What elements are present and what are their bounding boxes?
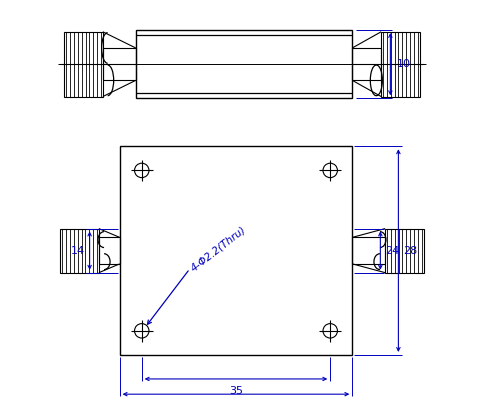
Bar: [136, 30, 352, 98]
Bar: [385, 229, 424, 273]
Text: 14: 14: [71, 246, 85, 255]
Bar: [64, 32, 103, 97]
Bar: [352, 237, 385, 264]
Text: 4-Φ2.2(Thru): 4-Φ2.2(Thru): [188, 224, 247, 273]
Bar: [60, 229, 99, 273]
Bar: [120, 146, 352, 355]
Text: 10: 10: [396, 59, 410, 69]
Bar: [103, 48, 136, 80]
Text: 28: 28: [404, 246, 418, 255]
Bar: [381, 32, 420, 97]
Text: 24: 24: [386, 246, 400, 255]
Text: 35: 35: [229, 386, 243, 396]
Bar: [99, 237, 120, 264]
Bar: [352, 48, 381, 80]
